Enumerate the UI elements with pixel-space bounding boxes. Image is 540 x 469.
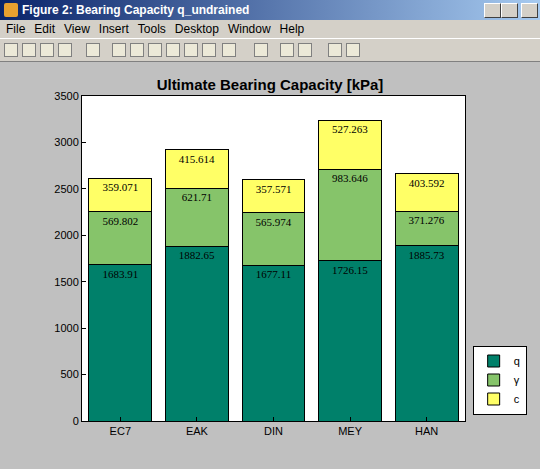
html-text:View: View: [64, 22, 90, 36]
svg-text:1500: 1500: [54, 276, 78, 288]
svg-text:2500: 2500: [54, 183, 78, 195]
svg-text:357.571: 357.571: [256, 183, 292, 195]
svg-text:3000: 3000: [54, 136, 78, 148]
svg-text:371.276: 371.276: [409, 214, 445, 226]
svg-text:359.071: 359.071: [102, 181, 138, 193]
svg-text:2000: 2000: [54, 229, 78, 241]
svg-text:EAK: EAK: [186, 425, 209, 437]
svg-text:γ: γ: [514, 374, 520, 386]
svg-text:3500: 3500: [54, 90, 78, 102]
svg-text:621.71: 621.71: [182, 191, 212, 203]
svg-text:q: q: [514, 355, 520, 367]
svg-text:1885.73: 1885.73: [409, 249, 445, 261]
html-text:Edit: Edit: [34, 22, 55, 36]
html-text:Help: Help: [279, 22, 305, 36]
svg-text:527.263: 527.263: [332, 123, 368, 135]
svg-text:983.646: 983.646: [332, 172, 368, 184]
svg-text:Ultimate Bearing Capacity [kPa: Ultimate Bearing Capacity [kPa]: [157, 76, 384, 93]
svg-text:500: 500: [60, 368, 78, 380]
html-text:Insert: Insert: [98, 22, 129, 36]
svg-text:DIN: DIN: [264, 425, 283, 437]
html-text:Tools: Tools: [137, 22, 166, 36]
svg-text:415.614: 415.614: [179, 153, 215, 165]
svg-text:1683.91: 1683.91: [102, 268, 138, 280]
svg-text:1000: 1000: [54, 322, 78, 334]
svg-text:1726.15: 1726.15: [332, 264, 368, 276]
svg-text:565.974: 565.974: [255, 216, 291, 228]
svg-text:EC7: EC7: [110, 425, 131, 437]
svg-text:HAN: HAN: [415, 425, 438, 437]
svg-text:MEY: MEY: [338, 425, 363, 437]
html-text:Desktop: Desktop: [174, 22, 219, 36]
html-text:Window: Window: [227, 22, 271, 36]
svg-text:1882.65: 1882.65: [179, 249, 215, 261]
svg-text:403.592: 403.592: [409, 177, 445, 189]
svg-text:569.802: 569.802: [102, 215, 138, 227]
html-text:File: File: [6, 22, 26, 36]
svg-text:0: 0: [73, 415, 79, 427]
svg-text:c: c: [514, 393, 520, 405]
svg-text:1677.11: 1677.11: [256, 268, 291, 280]
html-text:Figure 2: Bearing Capacity q_u: Figure 2: Bearing Capacity q_undrained: [22, 3, 250, 17]
